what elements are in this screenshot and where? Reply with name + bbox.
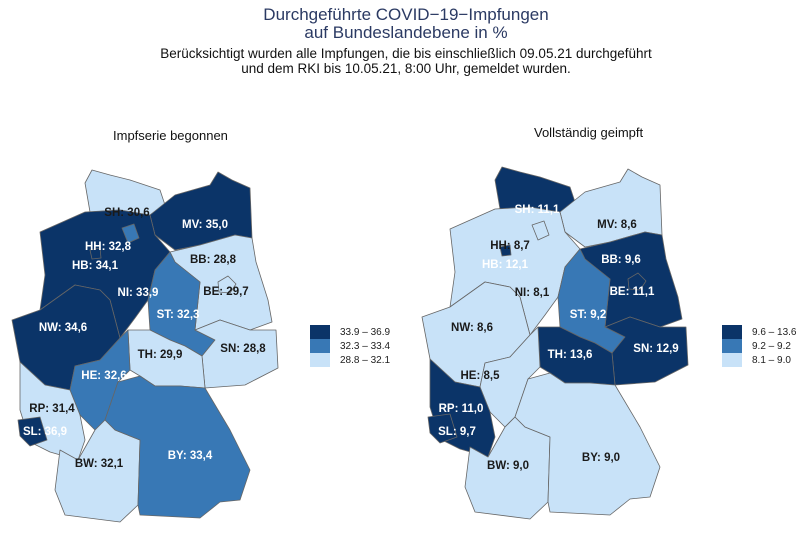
state-region-sn (194, 319, 279, 389)
state-label-th: TH: 29,9 (138, 349, 183, 361)
legend-label: 33.9 – 36.9 (340, 327, 390, 338)
state-region-hb (89, 247, 102, 260)
state-region-hh (121, 223, 140, 244)
state-region-by (104, 375, 251, 519)
map-fully-vaccinated (421, 166, 689, 520)
state-label-hb: HB: 12,1 (482, 259, 529, 271)
state-label-ni: NI: 33,9 (118, 287, 159, 299)
legend-swatch (310, 339, 330, 353)
state-label-be: BE: 11,1 (610, 286, 655, 298)
state-label-be: BE: 29,7 (203, 286, 248, 298)
state-region-be (217, 275, 237, 294)
legend-label: 32.3 – 33.4 (340, 341, 390, 352)
figure-title-line2: auf Bundeslandebene in % (304, 23, 508, 42)
legend-swatch (310, 353, 330, 367)
state-label-hh: HH: 32,8 (85, 241, 132, 253)
state-label-bb: BB: 28,8 (190, 254, 237, 266)
state-label-sh: SH: 30,6 (104, 207, 149, 219)
legend-swatch (722, 353, 742, 367)
state-label-bw: BW: 9,0 (487, 460, 529, 472)
figure-title-line1: Durchgeführte COVID−19−Impfungen (263, 5, 549, 24)
state-region-hh (531, 220, 550, 241)
state-label-he: HE: 32,6 (81, 370, 126, 382)
legend-swatch (310, 325, 330, 339)
state-label-st: ST: 9,2 (570, 309, 606, 321)
map-title-fully-vaccinated: Vollständig geimpft (534, 125, 644, 140)
state-region-sn (604, 316, 689, 386)
state-label-by: BY: 9,0 (582, 452, 620, 464)
state-label-bb: BB: 9,6 (601, 254, 641, 266)
state-region-mv (559, 168, 663, 248)
legend-label: 28.8 – 32.1 (340, 355, 390, 366)
state-label-sh: SH: 11,1 (515, 204, 560, 216)
state-label-rp: RP: 11,0 (439, 403, 484, 415)
legend-label: 8.1 – 9.0 (752, 355, 791, 366)
legend-swatch (722, 325, 742, 339)
state-label-sl: SL: 36,9 (23, 426, 67, 438)
state-label-by: BY: 33,4 (168, 450, 213, 462)
map-first-dose (11, 169, 279, 523)
state-label-sn: SN: 12,9 (633, 343, 678, 355)
state-label-sn: SN: 28,8 (220, 343, 266, 355)
state-label-he: HE: 8,5 (461, 370, 501, 382)
state-label-mv: MV: 35,0 (182, 219, 228, 231)
state-region-sl (17, 416, 48, 447)
state-label-bw: BW: 32,1 (75, 458, 124, 470)
legend-label: 9.6 – 13.6 (752, 327, 797, 338)
state-label-ni: NI: 8,1 (515, 287, 550, 299)
state-region-mv (149, 171, 253, 251)
state-label-sl: SL: 9,7 (438, 426, 476, 438)
map-title-first-dose: Impfserie begonnen (113, 128, 228, 143)
figure-subtitle-line1: Berücksichtigt wurden alle Impfungen, di… (160, 46, 652, 61)
legend-swatch (722, 339, 742, 353)
state-label-st: ST: 32,3 (157, 309, 200, 321)
state-label-nw: NW: 8,6 (451, 322, 493, 334)
state-region-by (514, 372, 661, 516)
state-label-hh: HH: 8,7 (490, 240, 530, 252)
state-region-sl (427, 413, 458, 444)
state-label-rp: RP: 31,4 (29, 403, 75, 415)
state-label-mv: MV: 8,6 (597, 219, 637, 231)
state-region-hb (499, 244, 512, 257)
state-label-th: TH: 13,6 (548, 349, 593, 361)
state-label-hb: HB: 34,1 (72, 260, 119, 272)
state-label-nw: NW: 34,6 (39, 322, 87, 334)
figure-subtitle-line2: und dem RKI bis 10.05.21, 8:00 Uhr, geme… (241, 61, 571, 76)
legend-label: 9.2 – 9.2 (752, 341, 791, 352)
state-region-be (627, 272, 647, 291)
